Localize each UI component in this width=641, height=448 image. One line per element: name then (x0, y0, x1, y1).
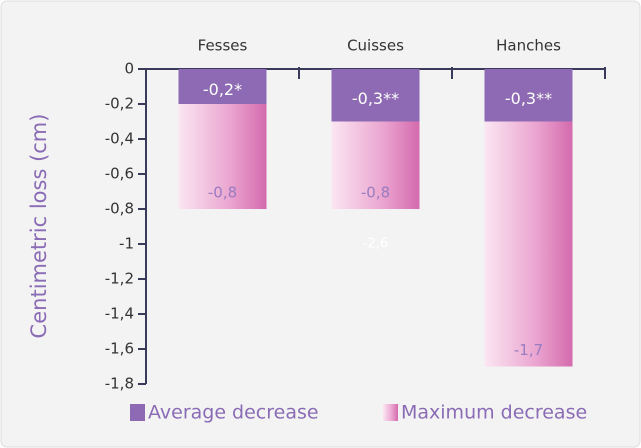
legend-label: Average decrease (148, 402, 319, 424)
legend-label: Maximum decrease (401, 402, 587, 424)
y-tick-label: -0,8 (105, 200, 134, 218)
data-label: -1,7 (514, 341, 543, 359)
y-tick-label: -1,2 (105, 270, 134, 288)
y-tick-label: -0,2 (105, 95, 134, 113)
bar (484, 69, 573, 122)
data-label: -0,8 (361, 184, 390, 202)
bar (178, 69, 267, 104)
data-label: -0,3** (505, 89, 552, 108)
x-tick-label: Fesses (198, 37, 248, 55)
bar (331, 69, 420, 122)
annotation: -2,6 (363, 237, 388, 252)
data-label: -0,3** (352, 89, 399, 108)
data-label: -0,2* (203, 80, 242, 99)
y-tick-label: -0,4 (105, 130, 134, 148)
y-tick-label: 0 (124, 60, 134, 78)
y-tick-label: -1,8 (105, 375, 134, 393)
x-tick-label: Hanches (496, 37, 561, 55)
legend-swatch (130, 404, 145, 421)
x-tick-label: Cuisses (347, 37, 404, 55)
y-tick-label: -1 (119, 235, 134, 253)
y-tick-label: -1,6 (105, 340, 134, 358)
y-tick-label: -1,4 (105, 305, 134, 323)
y-tick-label: -0,6 (105, 165, 134, 183)
data-label: -0,8 (208, 184, 237, 202)
y-axis-label: Centimetric loss (cm) (27, 114, 51, 339)
legend-swatch (383, 404, 398, 421)
